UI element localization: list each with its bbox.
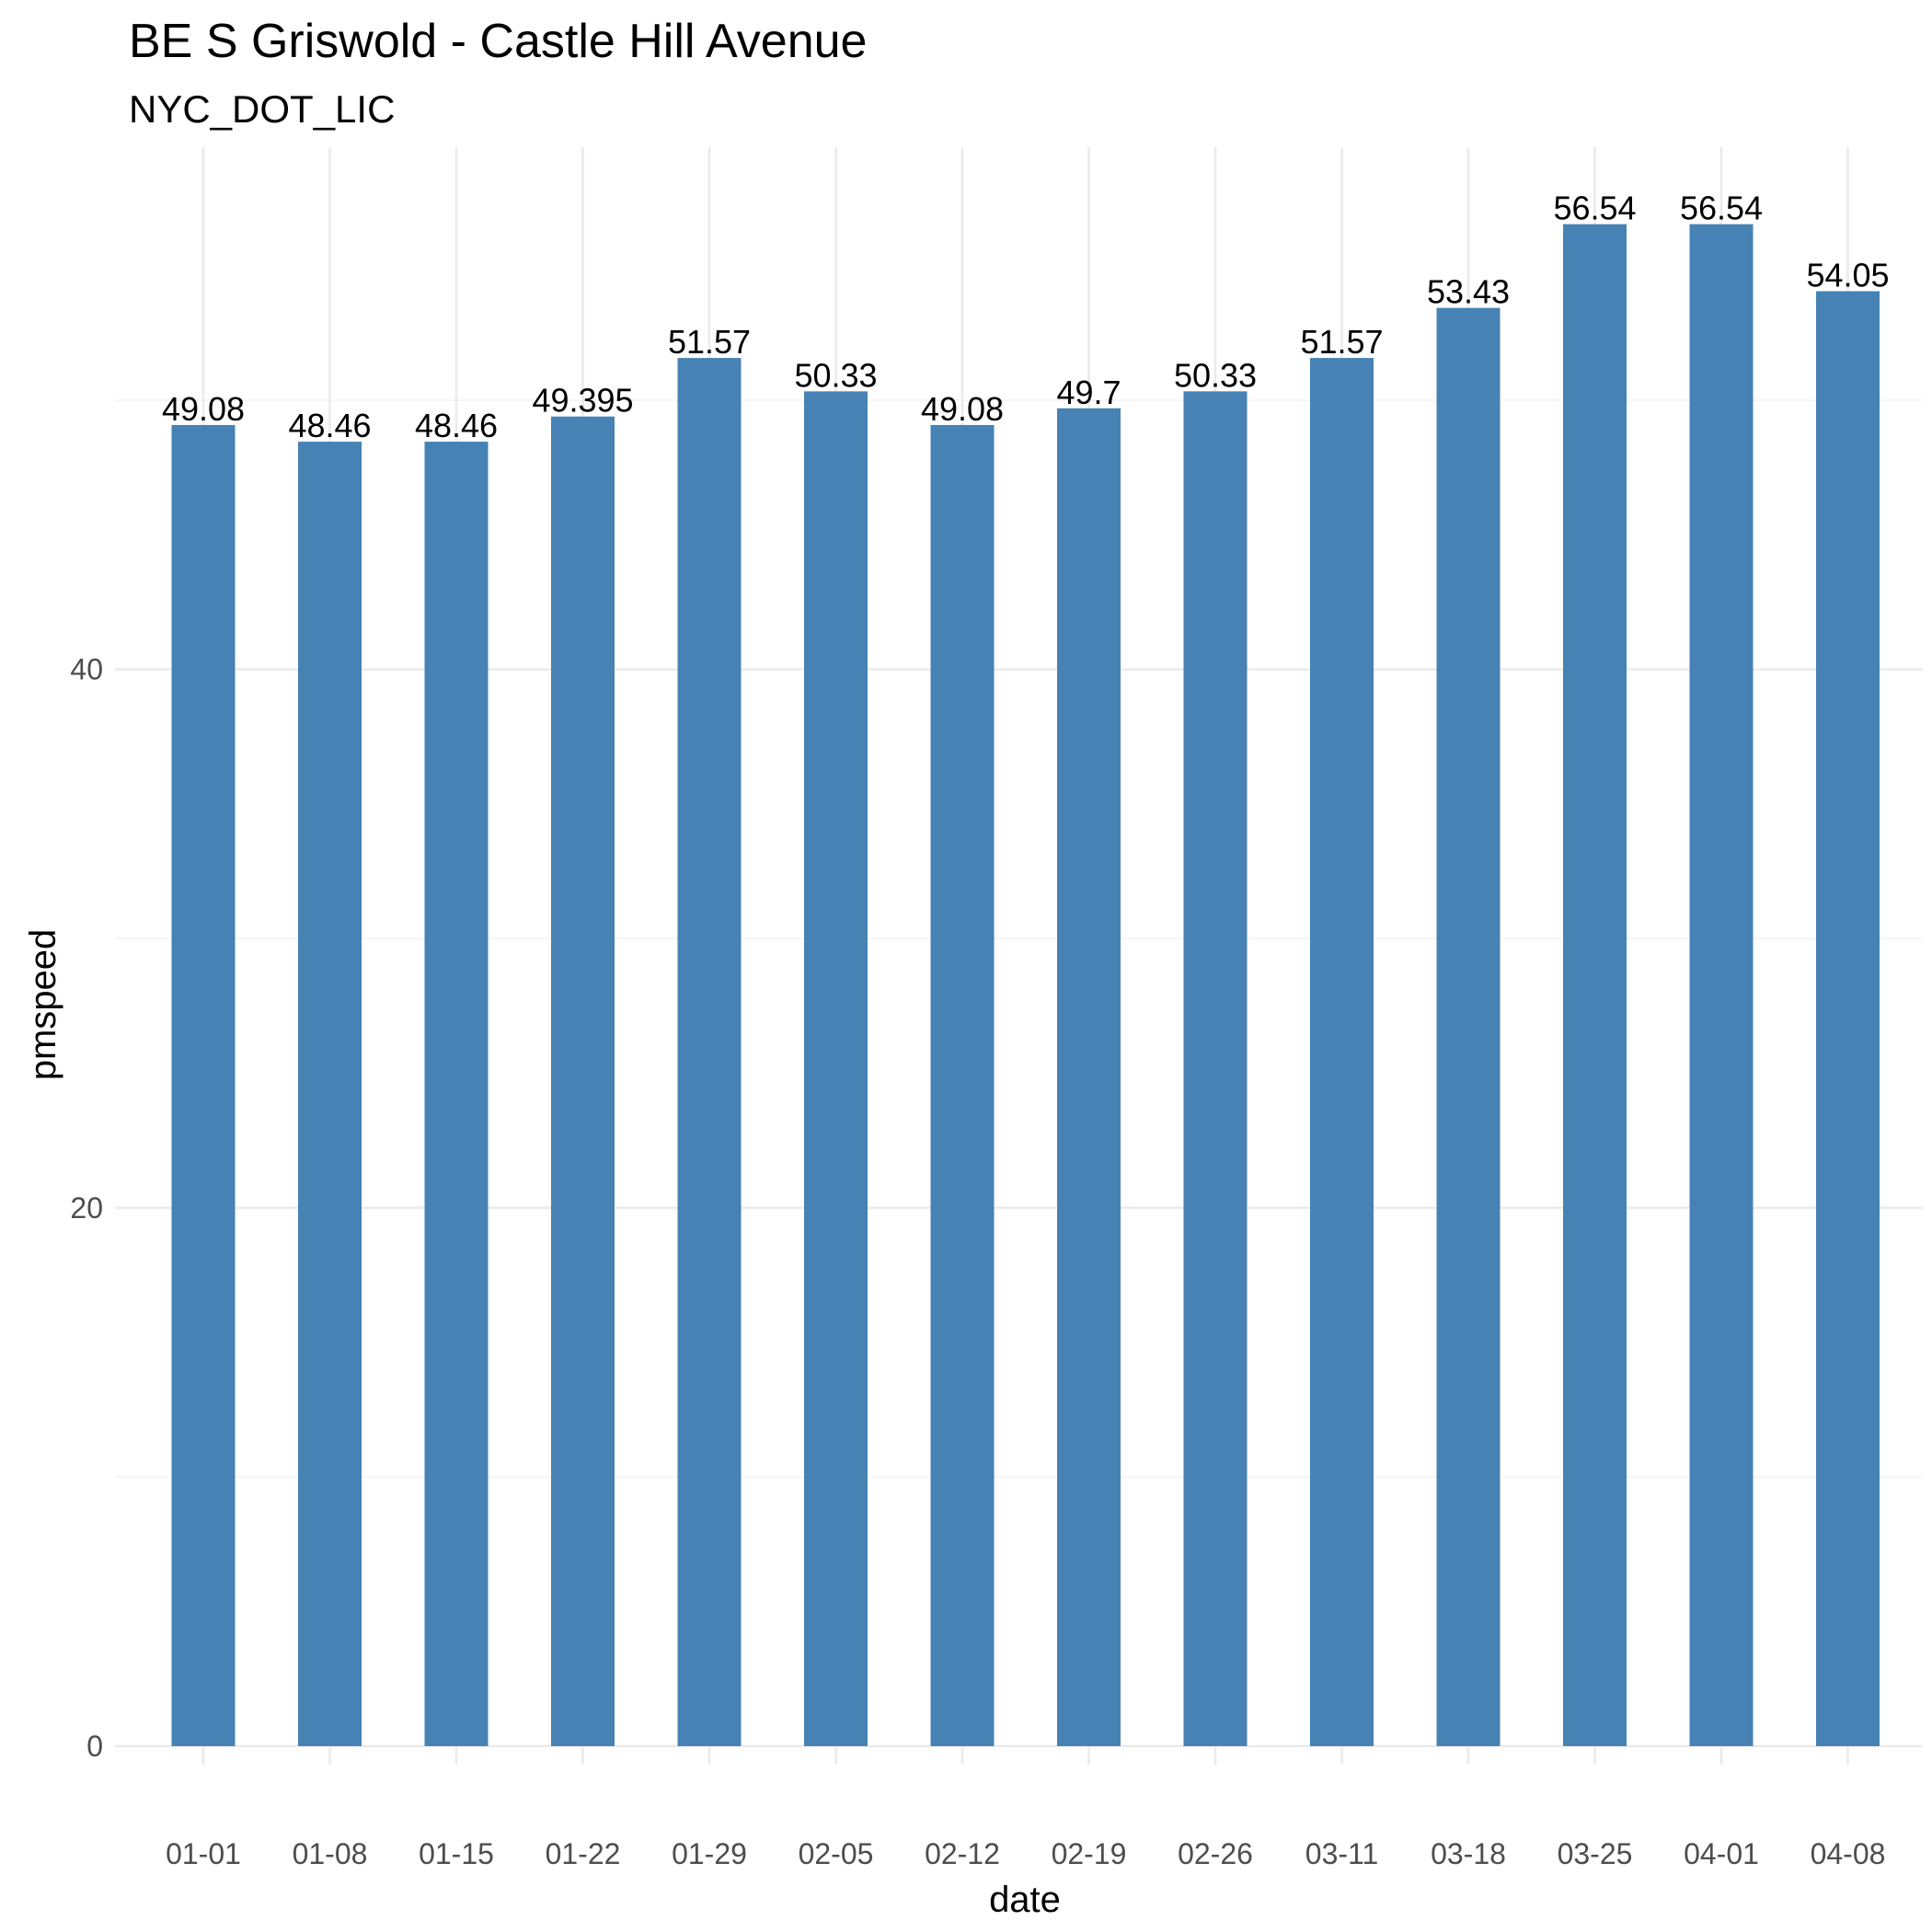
bar-value-label: 51.57 (668, 323, 751, 361)
bar (930, 424, 995, 1746)
bar-value-label: 50.33 (1174, 356, 1257, 394)
x-tick-label: 02-05 (799, 1837, 874, 1870)
bar (424, 442, 489, 1746)
bar (551, 416, 615, 1746)
x-tick-label: 02-26 (1178, 1837, 1253, 1870)
x-axis-ticks: 01-01 01-08 01-15 01-22 01-29 02-05 02-12 02-19… (166, 1837, 1885, 1870)
y-tick-label: 40 (70, 653, 103, 686)
plot-area: 49.08 48.46 48.46 49.395 51.57 50.33 49.08 49.7… (115, 147, 1923, 1765)
bars (171, 224, 1880, 1747)
bar-value-label: 54.05 (1806, 257, 1889, 294)
y-tick-label: 0 (86, 1730, 103, 1763)
bar-value-label: 50.33 (794, 356, 877, 394)
bar (804, 391, 868, 1746)
chart-title: BE S Griswold - Castle Hill Avenue (129, 15, 867, 68)
data-labels: 49.08 48.46 48.46 49.395 51.57 50.33 49.08 49.7… (162, 190, 1890, 444)
bar-value-label: 53.43 (1427, 273, 1510, 311)
x-tick-label: 01-22 (546, 1837, 621, 1870)
bar-value-label: 49.7 (1056, 374, 1121, 411)
x-tick-label: 04-01 (1684, 1837, 1759, 1870)
bar (677, 358, 742, 1747)
bar-value-label: 48.46 (415, 407, 498, 444)
y-axis-ticks: 0 20 40 (70, 653, 103, 1763)
x-tick-label: 01-08 (293, 1837, 368, 1870)
bar (1816, 291, 1880, 1746)
x-tick-label: 02-19 (1052, 1837, 1127, 1870)
bar-value-label: 56.54 (1680, 190, 1763, 227)
bar-value-label: 49.395 (532, 382, 633, 420)
bar (1183, 391, 1248, 1746)
x-tick-label: 04-08 (1811, 1837, 1886, 1870)
bar (171, 424, 236, 1746)
bar-value-label: 49.08 (921, 390, 1004, 428)
grid (115, 147, 1923, 1765)
bar-value-label: 48.46 (288, 407, 371, 444)
x-tick-label: 03-18 (1431, 1837, 1506, 1870)
x-tick-label: 01-29 (672, 1837, 747, 1870)
bar (1310, 358, 1374, 1747)
x-tick-label: 01-01 (166, 1837, 241, 1870)
bar (1436, 307, 1501, 1747)
bar (1689, 224, 1754, 1746)
x-tick-label: 03-25 (1558, 1837, 1633, 1870)
x-tick-label: 01-15 (419, 1837, 494, 1870)
y-axis-title: pmspeed (23, 929, 63, 1081)
x-axis-title: date (989, 1880, 1061, 1920)
bar (298, 442, 362, 1746)
x-tick-label: 02-12 (925, 1837, 1000, 1870)
y-tick-label: 20 (70, 1191, 103, 1225)
chart-subtitle: NYC_DOT_LIC (129, 87, 395, 131)
bar-value-label: 49.08 (162, 390, 245, 428)
bar-value-label: 56.54 (1553, 190, 1636, 227)
x-tick-label: 03-11 (1305, 1837, 1378, 1870)
bar (1057, 408, 1121, 1746)
bar (1563, 224, 1627, 1746)
bar-value-label: 51.57 (1300, 323, 1383, 361)
